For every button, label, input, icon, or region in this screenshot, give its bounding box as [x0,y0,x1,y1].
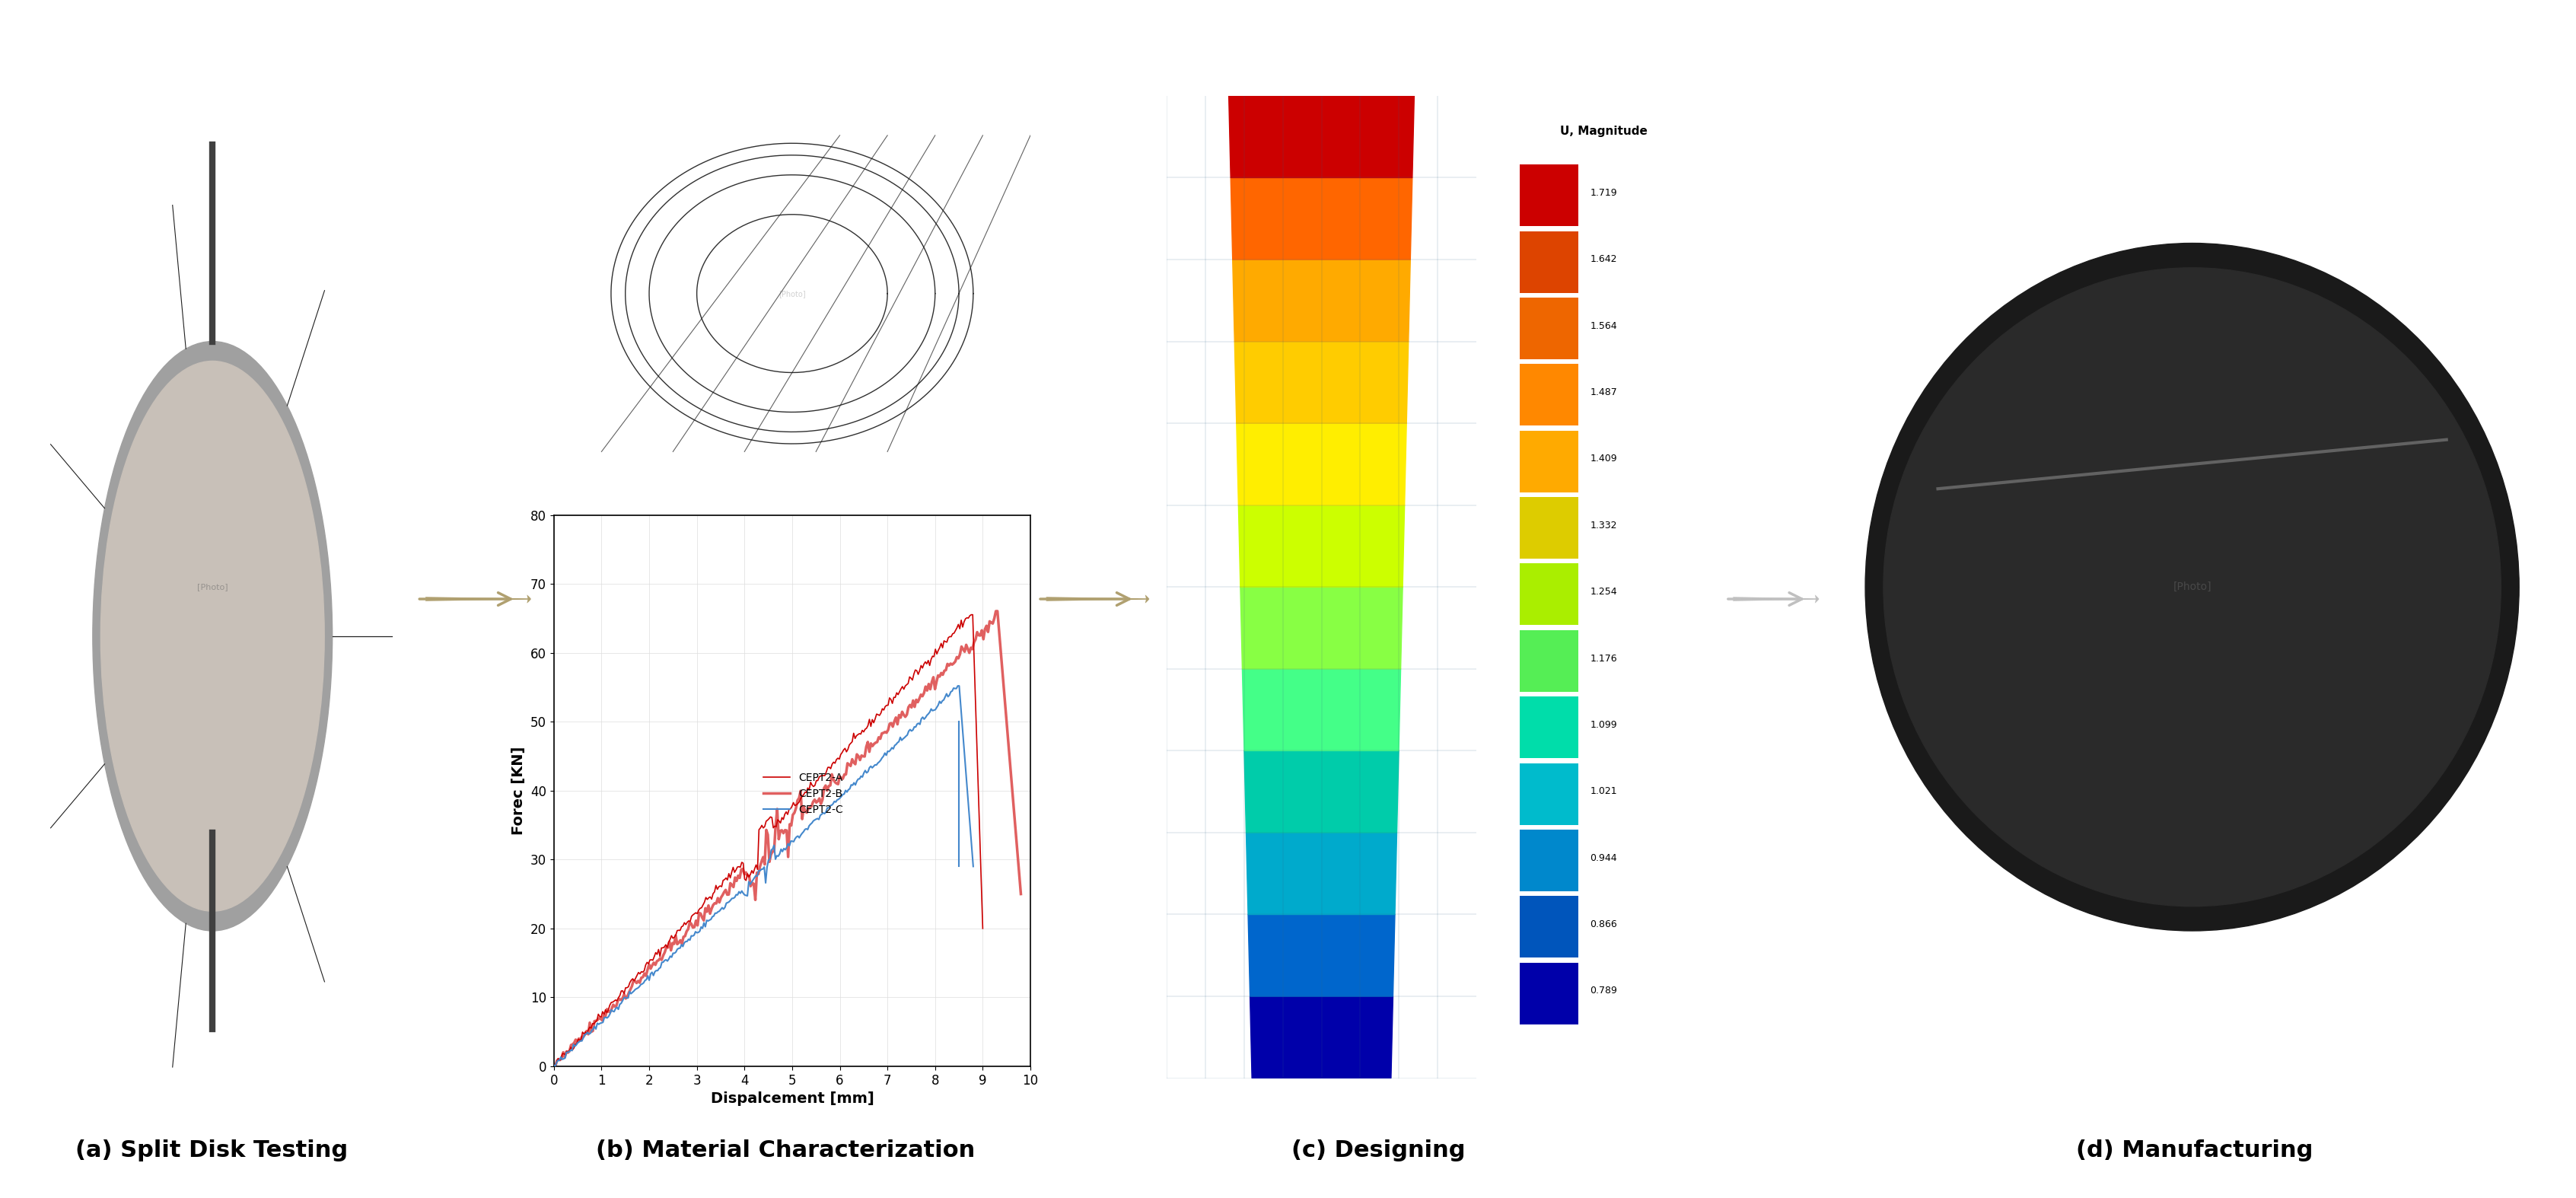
Circle shape [100,361,325,912]
CEPT2-A [801,774,832,788]
Polygon shape [1242,668,1401,751]
FancyBboxPatch shape [1520,763,1579,824]
FancyBboxPatch shape [1520,497,1579,558]
CEPT2-C [788,822,819,836]
FancyBboxPatch shape [1520,164,1579,226]
Polygon shape [1244,751,1399,833]
Polygon shape [1231,177,1412,260]
CEPT2-B [1005,887,1036,901]
CEPT2-B [814,779,845,793]
CEPT2-B [933,657,963,671]
FancyBboxPatch shape [1520,297,1579,359]
Line: CEPT2-C: CEPT2-C [554,686,974,1066]
Text: 1.099: 1.099 [1589,720,1618,730]
X-axis label: Dispalcement [mm]: Dispalcement [mm] [711,1091,873,1106]
CEPT2-A [899,662,930,677]
Text: 1.564: 1.564 [1589,321,1618,331]
CEPT2-B [817,767,848,781]
FancyBboxPatch shape [1520,829,1579,891]
Polygon shape [1239,587,1401,668]
CEPT2-C [541,1055,572,1070]
Text: (c) Designing: (c) Designing [1291,1139,1466,1161]
Polygon shape [1249,997,1394,1078]
Polygon shape [1247,833,1396,914]
CEPT2-C [541,1059,572,1073]
Text: 1.254: 1.254 [1589,587,1618,597]
Text: [Photo]: [Photo] [778,290,806,297]
Polygon shape [1247,914,1396,997]
CEPT2-A [969,921,999,936]
Line: CEPT2-B: CEPT2-B [554,611,1020,1066]
CEPT2-C [796,816,827,830]
CEPT2-B [961,625,992,640]
Text: 1.021: 1.021 [1589,786,1618,797]
Text: 0.866: 0.866 [1589,920,1618,930]
Polygon shape [1231,260,1409,341]
CEPT2-A [541,1058,572,1072]
CEPT2-C [894,724,925,738]
CEPT2-A [956,607,987,622]
CEPT2-B [981,604,1012,618]
Text: 1.642: 1.642 [1589,254,1618,265]
CEPT2-A [538,1058,569,1072]
CEPT2-A [793,781,824,795]
FancyBboxPatch shape [1520,364,1579,425]
Polygon shape [1236,423,1406,506]
Text: (b) Material Characterization: (b) Material Characterization [595,1139,976,1161]
Text: 0.789: 0.789 [1589,986,1618,996]
Polygon shape [1239,506,1404,587]
Text: 1.332: 1.332 [1589,520,1618,531]
FancyBboxPatch shape [1520,962,1579,1024]
CEPT2-A [927,641,958,655]
Ellipse shape [1865,243,2519,931]
CEPT2-C [943,679,974,694]
Legend: CEPT2-A, CEPT2-B, CEPT2-C: CEPT2-A, CEPT2-B, CEPT2-C [760,768,848,819]
CEPT2-B [541,1059,572,1073]
CEPT2-C [958,859,989,873]
CEPT2-B [538,1059,569,1073]
FancyBboxPatch shape [1520,430,1579,492]
CEPT2-B [824,769,855,783]
Polygon shape [1234,341,1409,423]
FancyBboxPatch shape [1520,696,1579,758]
Text: 1.719: 1.719 [1589,188,1618,198]
Circle shape [93,341,332,931]
Y-axis label: Forec [KN]: Forec [KN] [513,746,526,835]
CEPT2-C [920,702,951,716]
Ellipse shape [1883,268,2501,907]
FancyBboxPatch shape [1520,896,1579,957]
FancyBboxPatch shape [1520,563,1579,625]
CEPT2-C [538,1058,569,1072]
Text: 1.409: 1.409 [1589,454,1618,464]
Line: CEPT2-A: CEPT2-A [554,615,984,1065]
Text: 1.176: 1.176 [1589,653,1618,664]
Text: (a) Split Disk Testing: (a) Split Disk Testing [75,1139,348,1161]
FancyBboxPatch shape [1520,630,1579,691]
Text: (d) Manufacturing: (d) Manufacturing [2076,1139,2313,1161]
Text: [Photo]: [Photo] [2174,582,2210,592]
Text: 0.944: 0.944 [1589,853,1618,863]
CEPT2-C [788,824,819,839]
Text: [Photo]: [Photo] [196,583,229,591]
Text: U, Magnitude: U, Magnitude [1561,126,1646,137]
Polygon shape [1229,96,1414,177]
FancyBboxPatch shape [1520,231,1579,292]
CEPT2-A [793,782,824,797]
Text: 1.487: 1.487 [1589,387,1618,398]
